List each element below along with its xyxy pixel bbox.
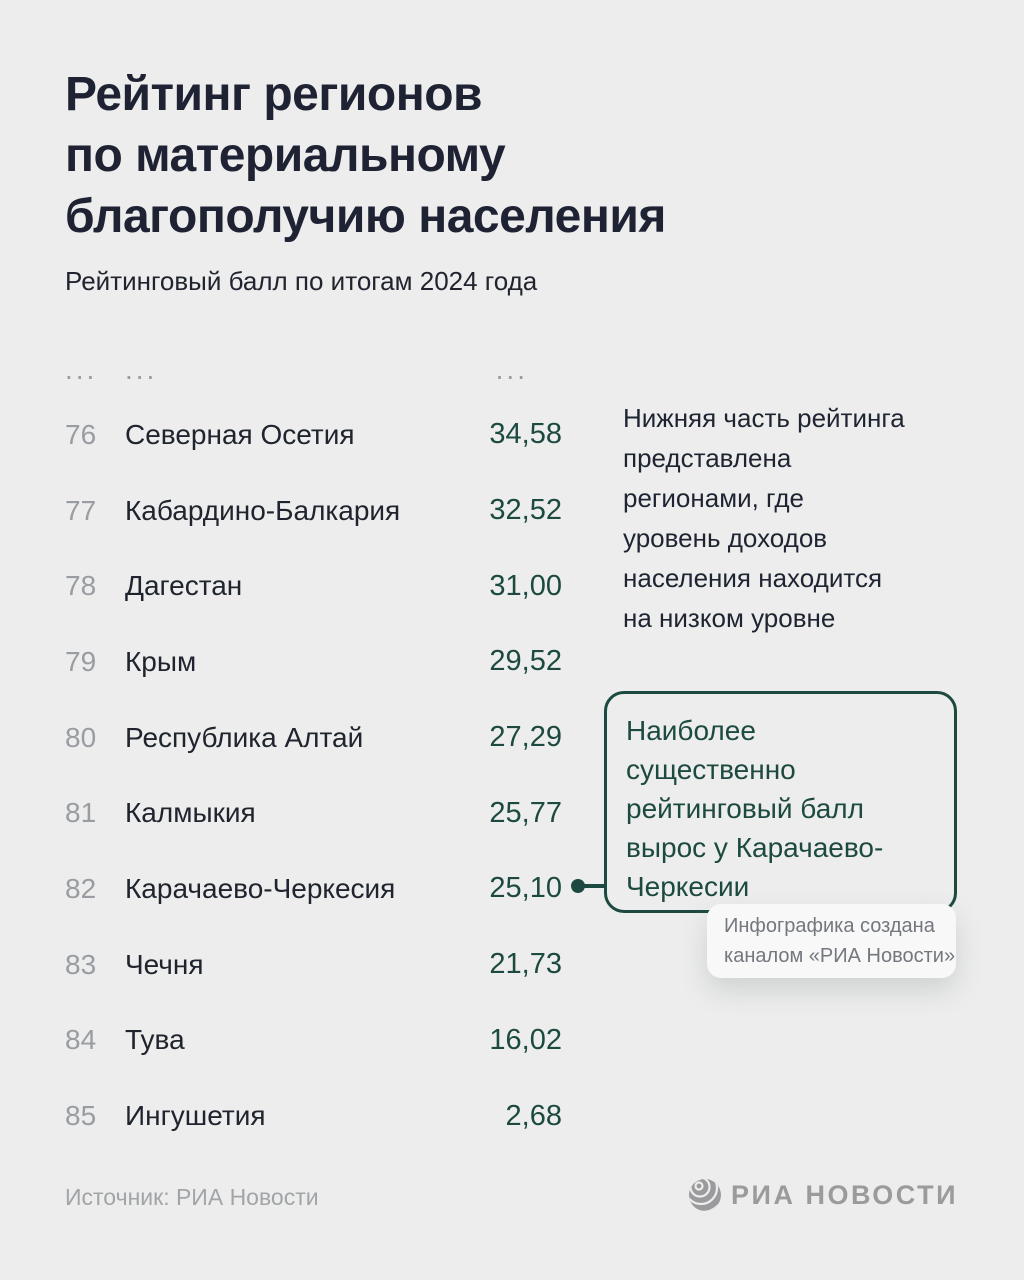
- page-title: Рейтинг регионов по материальному благоп…: [65, 68, 666, 243]
- globe-icon: [689, 1179, 722, 1211]
- row-region: Республика Алтай: [125, 721, 364, 753]
- table-row: 79 Крым 29,52: [65, 624, 562, 700]
- credit-badge: Инфографика создана каналом «РИА Новости…: [707, 904, 956, 978]
- row-region: Чечня: [125, 948, 204, 980]
- callout-connector-line: [578, 884, 606, 888]
- row-rank: 79: [65, 645, 97, 677]
- table-rows: 76 Северная Осетия 34,58 77 Кабардино-Ба…: [65, 397, 562, 1154]
- table-row: 82 Карачаево-Черкесия 25,10: [65, 851, 562, 927]
- row-region: Ингушетия: [125, 1100, 266, 1132]
- row-score: 2,68: [505, 1099, 562, 1132]
- row-rank: 76: [65, 418, 97, 450]
- page-subtitle: Рейтинговый балл по итогам 2024 года: [65, 266, 538, 296]
- row-rank: 82: [65, 872, 97, 904]
- table-row: 85 Ингушетия 2,68: [65, 1078, 562, 1154]
- row-score: 32,52: [489, 494, 562, 527]
- callout-box: Наиболее существенно рейтинговый балл вы…: [604, 691, 957, 913]
- row-region: Кабардино-Балкария: [125, 494, 401, 526]
- row-score: 16,02: [489, 1023, 562, 1056]
- logo-text: РИА НОВОСТИ: [731, 1179, 958, 1210]
- row-score: 34,58: [489, 418, 562, 451]
- table-row: 77 Кабардино-Балкария 32,52: [65, 473, 562, 549]
- callout-connector-dot: [571, 879, 585, 893]
- bottom-ranking-note: Нижняя часть рейтинга представлена регио…: [623, 403, 905, 633]
- table-row: 81 Калмыкия 25,77: [65, 775, 562, 851]
- row-rank: 77: [65, 494, 97, 526]
- row-score: 29,52: [489, 645, 562, 678]
- table-row: 76 Северная Осетия 34,58: [65, 397, 562, 473]
- row-region: Калмыкия: [125, 797, 256, 829]
- row-rank: 78: [65, 570, 97, 602]
- row-rank: 85: [65, 1100, 97, 1132]
- table-row: 78 Дагестан 31,00: [65, 548, 562, 624]
- table-ellipsis-row: ... ... ...: [65, 348, 562, 392]
- row-rank: 80: [65, 721, 97, 753]
- row-score: 27,29: [489, 721, 562, 754]
- row-region: Северная Осетия: [125, 418, 355, 450]
- ellipsis-rank: ...: [65, 354, 98, 385]
- row-score: 25,77: [489, 796, 562, 829]
- row-score: 25,10: [489, 872, 562, 905]
- ria-novosti-logo: РИА НОВОСТИ: [688, 1178, 958, 1212]
- row-score: 21,73: [489, 948, 562, 981]
- source-label: Источник: РИА Новости: [65, 1184, 319, 1210]
- row-region: Дагестан: [125, 570, 243, 602]
- row-region: Крым: [125, 645, 197, 677]
- row-region: Тува: [125, 1024, 185, 1056]
- row-rank: 83: [65, 948, 97, 980]
- ellipsis-name: ...: [125, 354, 158, 385]
- ellipsis-value: ...: [495, 354, 528, 385]
- ranking-table: ... ... ... 76 Северная Осетия 34,58 77 …: [65, 348, 562, 1132]
- table-row: 84 Тува 16,02: [65, 1003, 562, 1079]
- row-rank: 84: [65, 1024, 97, 1056]
- table-row: 80 Республика Алтай 27,29: [65, 700, 562, 776]
- row-region: Карачаево-Черкесия: [125, 872, 396, 904]
- row-rank: 81: [65, 797, 97, 829]
- row-score: 31,00: [489, 569, 562, 602]
- table-row: 83 Чечня 21,73: [65, 927, 562, 1003]
